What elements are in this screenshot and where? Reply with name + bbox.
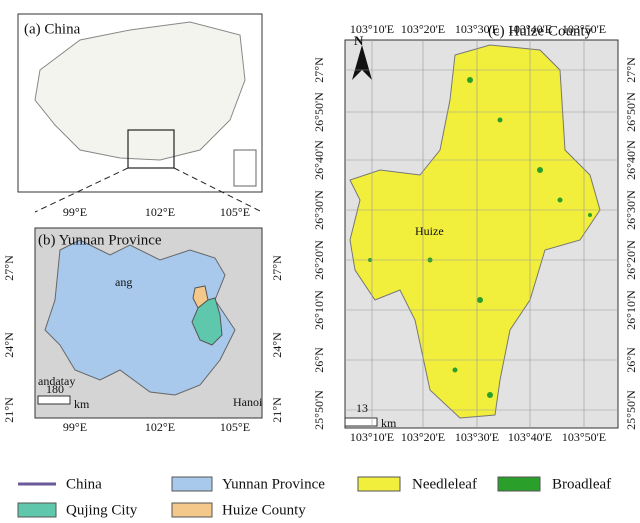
tick-label: 103°10'E <box>350 430 394 444</box>
scale-unit: km <box>74 397 90 411</box>
place-label: andatay <box>38 374 75 388</box>
huize-forest <box>349 44 601 419</box>
north-label: N <box>354 33 364 48</box>
place-label: Huize <box>415 224 444 238</box>
tick-label: 103°40'E <box>508 22 552 36</box>
legend-label: China <box>66 476 102 492</box>
tick-label: 26°N <box>624 347 638 373</box>
tick-label: 26°40'N <box>312 140 326 180</box>
legend-label: Yunnan Province <box>222 476 325 492</box>
scale-bar <box>37 395 71 405</box>
legend-label: Needleleaf <box>412 476 477 492</box>
tick-label: 105°E <box>220 420 250 434</box>
tick-label: 27°N <box>2 255 16 281</box>
scale-bar <box>344 417 378 427</box>
north-arrow <box>352 45 372 80</box>
tick-label: 103°50'E <box>562 22 606 36</box>
tick-label: 26°10'N <box>312 290 326 330</box>
zoom-line <box>34 167 129 213</box>
legend-label: Qujing City <box>66 502 138 518</box>
legend-label: Broadleaf <box>552 476 611 492</box>
tick-label: 103°20'E <box>401 22 445 36</box>
tick-label: 26°50'N <box>624 92 638 132</box>
tick-label: 99°E <box>63 420 87 434</box>
tick-label: 26°20'N <box>624 240 638 280</box>
tick-label: 26°10'N <box>624 290 638 330</box>
tick-label: 25°50'N <box>312 390 326 430</box>
tick-label: 26°40'N <box>624 140 638 180</box>
scale-value: 13 <box>356 401 368 415</box>
legend-swatch <box>497 476 541 492</box>
tick-label: 103°20'E <box>401 430 445 444</box>
tick-label: 21°N <box>270 397 284 423</box>
legend-swatch <box>171 502 213 518</box>
broadleaf-patches <box>368 77 592 398</box>
scale-unit: km <box>381 416 397 430</box>
tick-label: 26°N <box>312 347 326 373</box>
legend-swatch <box>357 476 401 492</box>
tick-label: 102°E <box>145 420 175 434</box>
place-label: Hanoi <box>233 395 263 409</box>
tick-label: 105°E <box>220 205 250 219</box>
tick-label: 103°50'E <box>562 430 606 444</box>
tick-label: 21°N <box>2 397 16 423</box>
tick-label: 26°20'N <box>312 240 326 280</box>
tick-label: 27°N <box>312 57 326 83</box>
tick-label: 27°N <box>624 57 638 83</box>
tick-label: 27°N <box>270 255 284 281</box>
legend-label: Huize County <box>222 502 306 518</box>
zoom-line <box>173 167 263 213</box>
tick-label: 26°30'N <box>312 190 326 230</box>
tick-label: 24°N <box>2 332 16 358</box>
tick-label: 26°50'N <box>312 92 326 132</box>
tick-label: 103°10'E <box>350 22 394 36</box>
legend-swatch <box>171 476 213 492</box>
inset-box <box>127 129 175 169</box>
tick-label: 103°40'E <box>508 430 552 444</box>
panel-label: (c) Huize County <box>488 23 593 39</box>
panel-label: (b) Yunnan Province <box>38 232 162 248</box>
tick-label: 26°30'N <box>624 190 638 230</box>
tick-label: 24°N <box>270 332 284 358</box>
legend-swatch <box>17 502 57 518</box>
scale-value: 180 <box>46 382 64 396</box>
china-outline <box>34 21 246 161</box>
place-label: ang <box>115 275 132 289</box>
tick-label: 99°E <box>63 205 87 219</box>
tick-label: 103°30'E <box>455 22 499 36</box>
panel-label: (a) China <box>24 21 81 37</box>
south-sea-inset <box>233 149 257 187</box>
yunnan <box>44 239 236 396</box>
tick-label: 25°50'N <box>624 390 638 430</box>
tick-label: 102°E <box>145 205 175 219</box>
tick-label: 103°30'E <box>455 430 499 444</box>
qujing <box>191 297 223 346</box>
